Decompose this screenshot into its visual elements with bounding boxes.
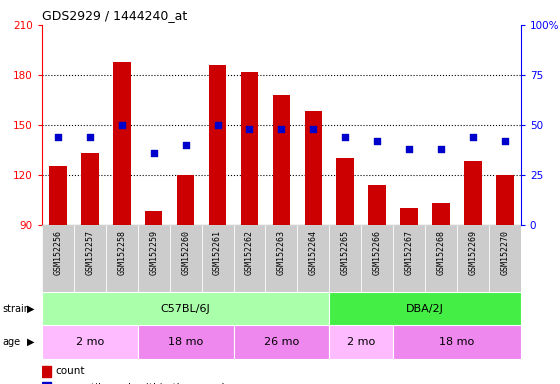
Bar bbox=[368, 185, 386, 225]
Text: GSM152264: GSM152264 bbox=[309, 230, 318, 275]
Bar bbox=[329, 225, 361, 292]
Text: 18 mo: 18 mo bbox=[168, 337, 203, 347]
Bar bbox=[42, 225, 74, 292]
Text: GSM152265: GSM152265 bbox=[340, 230, 350, 275]
Point bbox=[372, 138, 381, 144]
Bar bbox=[432, 203, 450, 225]
Point bbox=[118, 122, 127, 128]
Bar bbox=[241, 71, 258, 225]
Text: 26 mo: 26 mo bbox=[264, 337, 299, 347]
Text: ▶: ▶ bbox=[27, 304, 34, 314]
Text: 2 mo: 2 mo bbox=[76, 337, 104, 347]
Bar bbox=[42, 382, 50, 384]
Text: C57BL/6J: C57BL/6J bbox=[161, 303, 211, 314]
Text: GDS2929 / 1444240_at: GDS2929 / 1444240_at bbox=[42, 9, 187, 22]
Bar bbox=[113, 61, 130, 225]
Text: GSM152266: GSM152266 bbox=[372, 230, 382, 275]
Bar bbox=[305, 111, 322, 225]
Bar bbox=[457, 225, 489, 292]
Text: GSM152270: GSM152270 bbox=[500, 230, 510, 275]
Text: GSM152256: GSM152256 bbox=[53, 230, 63, 275]
Point bbox=[277, 126, 286, 132]
Text: GSM152257: GSM152257 bbox=[85, 230, 95, 275]
Text: strain: strain bbox=[3, 304, 31, 314]
Bar bbox=[329, 292, 521, 325]
Bar bbox=[138, 225, 170, 292]
Point bbox=[245, 126, 254, 132]
Text: GSM152260: GSM152260 bbox=[181, 230, 190, 275]
Bar bbox=[42, 292, 329, 325]
Text: DBA/2J: DBA/2J bbox=[406, 303, 444, 314]
Text: GSM152268: GSM152268 bbox=[436, 230, 446, 275]
Bar bbox=[74, 225, 106, 292]
Point bbox=[468, 134, 477, 140]
Text: ▶: ▶ bbox=[27, 337, 34, 347]
Text: GSM152261: GSM152261 bbox=[213, 230, 222, 275]
Text: 18 mo: 18 mo bbox=[440, 337, 474, 347]
Bar bbox=[496, 175, 514, 225]
Bar bbox=[464, 161, 482, 225]
Bar bbox=[209, 65, 226, 225]
Text: GSM152259: GSM152259 bbox=[149, 230, 158, 275]
Bar bbox=[393, 325, 521, 359]
Text: percentile rank within the sample: percentile rank within the sample bbox=[55, 382, 231, 384]
Point bbox=[213, 122, 222, 128]
Point bbox=[436, 146, 445, 152]
Text: GSM152267: GSM152267 bbox=[404, 230, 414, 275]
Text: count: count bbox=[55, 366, 85, 376]
Bar bbox=[106, 225, 138, 292]
Point bbox=[309, 126, 318, 132]
Point bbox=[85, 134, 94, 140]
Text: GSM152269: GSM152269 bbox=[468, 230, 478, 275]
Bar bbox=[265, 225, 297, 292]
Bar bbox=[81, 153, 99, 225]
Bar bbox=[42, 325, 138, 359]
Bar bbox=[297, 225, 329, 292]
Point bbox=[181, 142, 190, 148]
Bar bbox=[489, 225, 521, 292]
Bar bbox=[273, 95, 290, 225]
Bar bbox=[329, 325, 393, 359]
Text: GSM152263: GSM152263 bbox=[277, 230, 286, 275]
Text: 2 mo: 2 mo bbox=[347, 337, 375, 347]
Bar bbox=[202, 225, 234, 292]
Bar bbox=[361, 225, 393, 292]
Bar bbox=[49, 166, 67, 225]
Bar bbox=[177, 175, 194, 225]
Bar bbox=[138, 325, 234, 359]
Bar bbox=[42, 366, 50, 377]
Bar bbox=[234, 325, 329, 359]
Point bbox=[54, 134, 62, 140]
Text: GSM152258: GSM152258 bbox=[117, 230, 127, 275]
Point bbox=[149, 150, 158, 156]
Bar bbox=[337, 158, 354, 225]
Bar bbox=[400, 208, 418, 225]
Point bbox=[340, 134, 349, 140]
Bar bbox=[234, 225, 265, 292]
Bar bbox=[425, 225, 457, 292]
Text: age: age bbox=[3, 337, 21, 347]
Text: GSM152262: GSM152262 bbox=[245, 230, 254, 275]
Bar bbox=[145, 211, 162, 225]
Point bbox=[501, 138, 510, 144]
Bar bbox=[170, 225, 202, 292]
Point bbox=[404, 146, 413, 152]
Bar bbox=[393, 225, 425, 292]
